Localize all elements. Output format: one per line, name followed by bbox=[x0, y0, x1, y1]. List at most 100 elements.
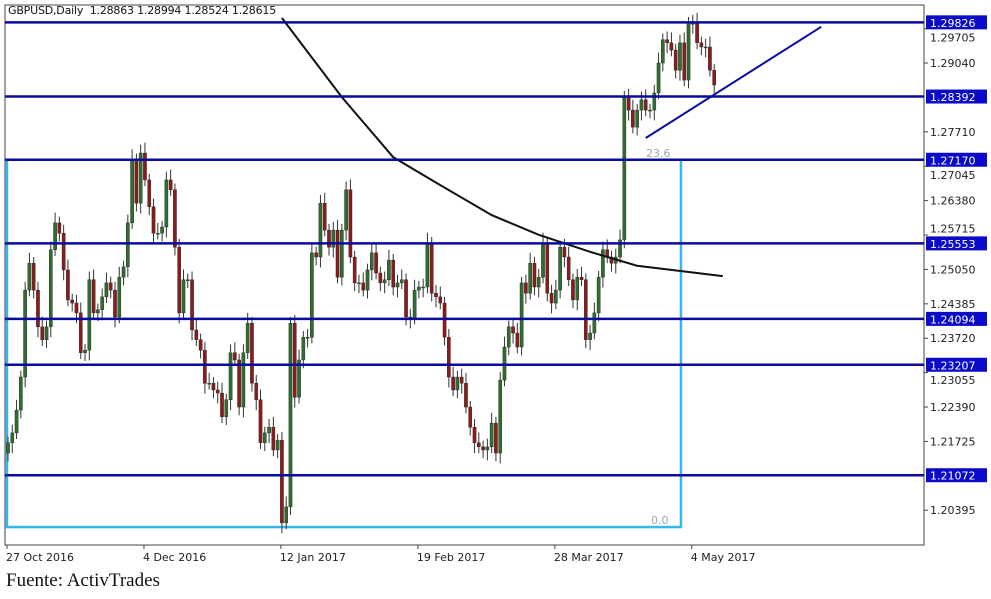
bullish-candle bbox=[421, 286, 425, 289]
bullish-candle bbox=[601, 249, 605, 278]
bullish-candle bbox=[224, 399, 229, 418]
bearish-candle bbox=[361, 282, 366, 291]
bullish-candle bbox=[23, 289, 27, 378]
bearish-candle bbox=[40, 326, 45, 340]
bearish-candle bbox=[695, 22, 699, 44]
bearish-candle bbox=[438, 296, 443, 304]
bearish-candle bbox=[194, 329, 199, 340]
bearish-candle bbox=[280, 439, 284, 524]
bullish-candle bbox=[639, 99, 644, 111]
bullish-candle bbox=[686, 22, 691, 81]
bearish-candle bbox=[673, 49, 678, 71]
bearish-candle bbox=[220, 392, 224, 418]
y-tick-label: 1.27045 bbox=[930, 169, 976, 182]
bearish-candle bbox=[451, 376, 455, 391]
bullish-candle bbox=[310, 252, 314, 338]
bearish-candle bbox=[237, 359, 241, 408]
bullish-candle bbox=[370, 252, 374, 271]
bullish-candle bbox=[53, 222, 57, 250]
bullish-candle bbox=[575, 276, 580, 301]
bearish-candle bbox=[70, 299, 74, 304]
bearish-candle bbox=[682, 42, 687, 81]
bullish-candle bbox=[387, 259, 391, 280]
bullish-candle bbox=[6, 442, 10, 454]
level-price-label: 1.27170 bbox=[930, 154, 976, 167]
bearish-candle bbox=[699, 42, 704, 48]
bearish-candle bbox=[374, 252, 378, 274]
bearish-candle bbox=[233, 352, 237, 361]
bearish-candle bbox=[352, 256, 357, 284]
y-tick-label: 1.29040 bbox=[930, 57, 976, 70]
bullish-candle bbox=[245, 323, 250, 353]
bullish-candle bbox=[656, 62, 661, 94]
bullish-candle bbox=[357, 282, 361, 285]
bearish-candle bbox=[447, 336, 451, 378]
bearish-candle bbox=[348, 189, 353, 258]
bullish-candle bbox=[344, 189, 348, 231]
y-tick-label: 1.24385 bbox=[930, 298, 976, 311]
bullish-candle bbox=[489, 422, 494, 448]
plot-frame bbox=[4, 4, 925, 546]
bullish-candle bbox=[297, 359, 301, 398]
bullish-candle bbox=[275, 439, 280, 451]
bearish-candle bbox=[151, 206, 156, 234]
bullish-candle bbox=[661, 39, 665, 64]
bullish-candle bbox=[425, 242, 430, 288]
bullish-candle bbox=[365, 269, 370, 291]
bullish-candle bbox=[284, 506, 289, 524]
y-tick-label: 1.23720 bbox=[930, 332, 976, 345]
bearish-candle bbox=[708, 46, 712, 71]
ohlc-open: 1.28863 bbox=[89, 4, 134, 17]
level-price-tag bbox=[926, 15, 987, 30]
bullish-candle bbox=[126, 222, 130, 268]
x-tick-label: 27 Oct 2016 bbox=[6, 551, 74, 564]
y-tick-label: 1.27710 bbox=[930, 126, 976, 139]
bearish-candle bbox=[477, 442, 481, 448]
bearish-candle bbox=[571, 279, 575, 301]
symbol-label: GBPUSD,Daily bbox=[8, 4, 84, 17]
level-price-label: 1.25553 bbox=[930, 238, 976, 251]
y-tick-label: 1.29705 bbox=[930, 31, 976, 44]
bearish-candle bbox=[434, 293, 438, 298]
bearish-candle bbox=[108, 282, 113, 291]
bearish-candle bbox=[335, 229, 340, 278]
level-price-label: 1.24094 bbox=[930, 313, 976, 326]
bearish-candle bbox=[211, 383, 216, 391]
bearish-candle bbox=[322, 203, 327, 231]
bearish-candle bbox=[173, 189, 177, 248]
bullish-candle bbox=[506, 326, 511, 348]
bullish-candle bbox=[228, 352, 233, 400]
x-tick-label: 28 Mar 2017 bbox=[554, 551, 624, 564]
level-price-tag bbox=[926, 236, 987, 251]
bearish-candle bbox=[31, 263, 36, 291]
bearish-candle bbox=[712, 70, 716, 86]
bearish-candle bbox=[494, 422, 498, 454]
bullish-candle bbox=[181, 279, 186, 314]
chart-header: GBPUSD,Daily 1.28863 1.28994 1.28524 1.2… bbox=[8, 4, 276, 17]
bullish-candle bbox=[130, 159, 134, 224]
level-price-label: 1.21072 bbox=[930, 470, 976, 483]
bullish-candle bbox=[596, 276, 601, 314]
y-tick-label: 1.20395 bbox=[930, 504, 976, 517]
bearish-candle bbox=[143, 152, 147, 181]
bearish-candle bbox=[190, 279, 194, 331]
bearish-candle bbox=[562, 246, 567, 258]
bearish-candle bbox=[665, 39, 669, 44]
level-price-tag bbox=[926, 468, 987, 483]
level-price-tag bbox=[926, 89, 987, 104]
bullish-candle bbox=[121, 266, 126, 278]
bullish-candle bbox=[331, 229, 336, 248]
bearish-candle bbox=[198, 339, 203, 351]
x-tick-label: 4 May 2017 bbox=[691, 551, 756, 564]
bearish-candle bbox=[481, 446, 485, 451]
bearish-candle bbox=[66, 269, 70, 301]
fib-level-label: 23.6 bbox=[646, 147, 671, 160]
bullish-candle bbox=[558, 246, 562, 291]
ohlc-high: 1.28994 bbox=[137, 4, 182, 17]
bullish-candle bbox=[395, 282, 400, 288]
bullish-candle bbox=[528, 263, 532, 294]
bullish-candle bbox=[399, 279, 404, 284]
bullish-candle bbox=[267, 427, 271, 434]
bullish-candle bbox=[554, 289, 558, 304]
level-price-label: 1.28392 bbox=[930, 91, 976, 104]
